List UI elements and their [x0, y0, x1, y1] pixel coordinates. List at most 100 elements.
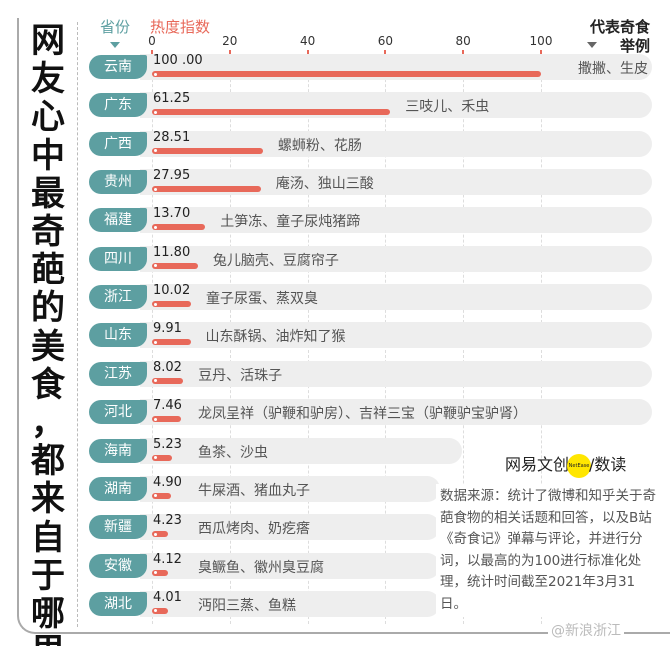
province-label: 浙江: [89, 285, 147, 310]
tick-mark: [306, 50, 309, 54]
value-label: 4.01: [153, 589, 182, 605]
tick-mark: [228, 50, 231, 54]
bar: [152, 262, 198, 269]
tick-mark: [462, 50, 465, 54]
value-label: 7.46: [153, 398, 182, 414]
value-label: 100 .00: [153, 53, 203, 68]
title-char: 哪: [31, 594, 65, 635]
tick-label: 60: [377, 34, 394, 48]
food-label: 三吱儿、禾虫: [405, 99, 490, 116]
triangle-down-icon: [587, 42, 597, 48]
value-label: 61.25: [153, 91, 191, 107]
frame-border: [17, 18, 670, 634]
food-header-line1: 代表奇食: [589, 18, 650, 36]
row-track: [140, 322, 652, 349]
food-label: 童子尿蛋、蒸双臭: [206, 291, 318, 308]
row-track: [140, 360, 652, 387]
province-label: 贵州: [89, 170, 147, 195]
food-label: 沔阳三蒸、鱼糕: [198, 597, 296, 614]
value-label: 28.51: [153, 129, 191, 145]
value-label: 13.70: [153, 206, 191, 222]
value-label: 27.95: [153, 168, 191, 184]
province-label: 湖北: [89, 591, 147, 616]
title-char: 友: [31, 59, 65, 100]
title-char: 中: [31, 135, 65, 176]
food-header-line2: 举例: [619, 37, 650, 55]
watermark: @新浪浙江: [548, 620, 624, 640]
row-track: [140, 399, 652, 426]
title-char: 的: [31, 288, 65, 329]
bar: [152, 224, 206, 231]
title-char: 美: [31, 326, 65, 367]
tick-mark: [540, 50, 542, 54]
bar: [152, 416, 182, 423]
bar: [152, 377, 184, 384]
food-label: 兔儿脑壳、豆腐帘子: [212, 252, 339, 269]
value-label: 8.02: [153, 359, 182, 375]
title-char: 来: [31, 479, 65, 520]
title-char: 心: [31, 97, 65, 138]
title-char: 葩: [31, 250, 65, 291]
title-char: 里: [22, 633, 74, 646]
title-char: 网: [31, 21, 65, 61]
province-label: 山东: [89, 323, 147, 348]
tick-label: 80: [455, 34, 471, 48]
bar: [152, 454, 173, 461]
bar: [152, 71, 541, 77]
row-track: [140, 284, 652, 311]
province-label: 四川: [89, 246, 147, 271]
title-char: 自: [31, 517, 65, 558]
tick-mark: [151, 50, 153, 54]
province-label: 安徽: [89, 553, 147, 578]
food-label: 龙凤呈祥（驴鞭和驴房）、吉祥三宝（驴鞭驴宝驴肾）: [198, 406, 527, 423]
title-char: 都: [31, 441, 65, 482]
value-label: 9.91: [153, 321, 182, 337]
tick-label: 40: [299, 34, 316, 48]
food-label: 撒撇、生皮: [578, 61, 648, 77]
bar: [152, 339, 191, 346]
food-label: 臭鳜鱼、徽州臭豆腐: [198, 559, 324, 576]
province-header: 省份: [100, 18, 131, 36]
food-label: 鱼茶、沙虫: [198, 444, 268, 461]
bar: [152, 186, 261, 193]
province-label: 河北: [89, 400, 147, 425]
province-label: 湖南: [89, 476, 147, 501]
row-track: [140, 590, 440, 617]
food-label: 土笋冻、童子尿炖猪蹄: [220, 214, 361, 231]
netease-badge: NetEase: [567, 453, 592, 478]
title-char: 最: [31, 173, 65, 214]
value-label: 10.02: [153, 283, 191, 299]
title-char: 奇: [31, 212, 65, 253]
food-label: 山东酥锅、油炸知了猴: [205, 329, 346, 346]
row-track: [140, 245, 652, 272]
food-label: 牛屎酒、猪血丸子: [198, 482, 310, 499]
bar: [152, 147, 263, 154]
value-label: 11.80: [153, 244, 191, 260]
index-header: 热度指数: [150, 18, 211, 36]
row-track: [140, 207, 652, 234]
bar: [152, 492, 172, 499]
food-label: 螺蛳粉、花肠: [277, 137, 362, 154]
tick-label: 100: [529, 34, 553, 48]
value-label: 5.23: [153, 436, 182, 452]
bar: [152, 531, 169, 538]
bar: [152, 109, 391, 116]
value-label: 4.12: [153, 551, 182, 567]
tick-label: 0: [148, 34, 156, 48]
value-label: 4.90: [153, 474, 182, 490]
province-label: 江苏: [89, 361, 147, 386]
bar: [152, 301, 191, 308]
row-track: [140, 475, 440, 502]
province-label: 云南: [89, 55, 147, 79]
row-track: [140, 552, 440, 579]
bar: [152, 607, 168, 614]
triangle-down-icon: [110, 42, 120, 48]
food-label: 西瓜烤肉、奶疙瘩: [198, 521, 310, 538]
bar: [152, 569, 169, 576]
food-label: 豆丹、活珠子: [198, 367, 283, 384]
tick-label: 20: [222, 34, 238, 48]
province-label: 新疆: [89, 515, 147, 540]
row-track: [140, 514, 440, 541]
